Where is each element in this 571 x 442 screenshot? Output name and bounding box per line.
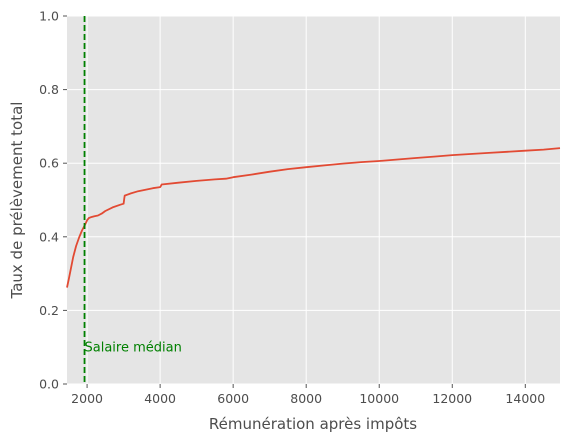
x-tick-label: 14000 [505, 391, 545, 406]
plot-background [67, 16, 560, 384]
median-salary-marker: Salaire médian [83, 16, 182, 384]
axis-ticks: 2000 4000 6000 8000 10000 12000 14000 0.0 0.2 0.4… [39, 9, 545, 407]
series-lines [66, 147, 561, 288]
x-tick-label: 6000 [217, 391, 249, 406]
y-tick-label: 1.0 [39, 9, 59, 24]
y-tick-label: 0.8 [39, 82, 59, 97]
x-tick-label: 2000 [71, 391, 103, 406]
x-tick-label: 10000 [359, 391, 399, 406]
y-tick-label: 0.4 [39, 229, 59, 244]
median-salary-label: Salaire médian [85, 341, 182, 356]
y-tick-label: 0.2 [39, 303, 59, 318]
x-tick-label: 8000 [290, 391, 322, 406]
x-axis-label: Rémunération après impôts [209, 415, 417, 433]
y-tick-label: 0.0 [39, 377, 59, 392]
grid-lines [67, 15, 560, 385]
y-tick-label: 0.6 [39, 156, 59, 171]
x-tick-label: 4000 [144, 391, 176, 406]
series-line [66, 147, 561, 288]
y-axis-label: Taux de prélèvement total [8, 102, 26, 300]
x-tick-label: 12000 [432, 391, 472, 406]
